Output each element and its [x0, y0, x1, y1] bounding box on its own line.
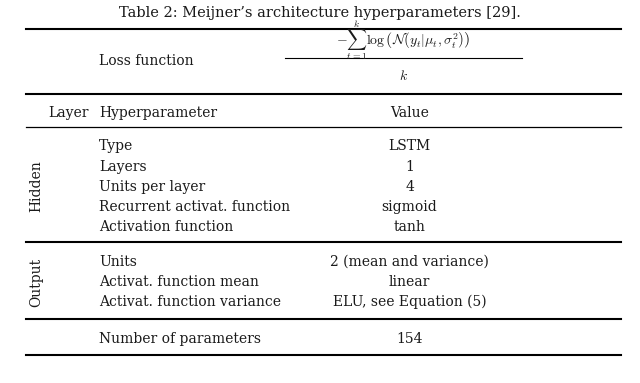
Text: Loss function: Loss function: [99, 54, 194, 68]
Text: linear: linear: [389, 275, 430, 289]
Text: 2 (mean and variance): 2 (mean and variance): [330, 255, 489, 269]
Text: $-\sum_{t=1}^{k} \log \left( \mathcal{N} \left( y_t|\mu_t, \sigma_t^2 \right) \r: $-\sum_{t=1}^{k} \log \left( \mathcal{N}…: [336, 18, 470, 62]
Text: Layer: Layer: [48, 106, 88, 120]
Text: Table 2: Meijner’s architecture hyperparameters [29].: Table 2: Meijner’s architecture hyperpar…: [119, 7, 521, 20]
Text: Units per layer: Units per layer: [99, 180, 205, 193]
Text: Activat. function mean: Activat. function mean: [99, 275, 259, 289]
Text: Activation function: Activation function: [99, 220, 234, 234]
Text: 154: 154: [396, 332, 423, 346]
Text: Hidden: Hidden: [29, 160, 44, 213]
Text: tanh: tanh: [394, 220, 426, 234]
Text: 4: 4: [405, 180, 414, 193]
Text: Hyperparameter: Hyperparameter: [99, 106, 218, 120]
Text: Units: Units: [99, 255, 137, 269]
Text: Output: Output: [29, 257, 44, 307]
Text: sigmoid: sigmoid: [381, 200, 438, 214]
Text: Type: Type: [99, 139, 134, 153]
Text: Recurrent activat. function: Recurrent activat. function: [99, 200, 291, 214]
Text: Number of parameters: Number of parameters: [99, 332, 261, 346]
Text: $k$: $k$: [399, 69, 408, 83]
Text: 1: 1: [405, 160, 414, 173]
Text: ELU, see Equation (5): ELU, see Equation (5): [333, 295, 486, 309]
Text: Activat. function variance: Activat. function variance: [99, 295, 281, 309]
Text: Value: Value: [390, 106, 429, 120]
Text: LSTM: LSTM: [388, 139, 431, 153]
Text: Layers: Layers: [99, 160, 147, 173]
